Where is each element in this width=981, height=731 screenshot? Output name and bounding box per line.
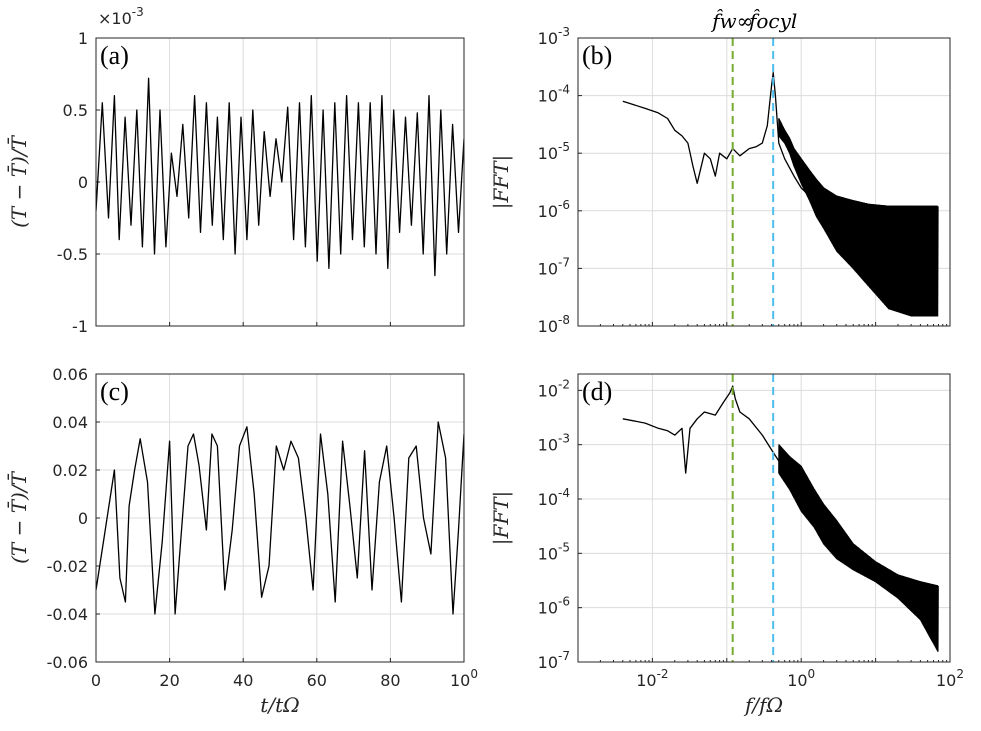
y-tick-label: 10-6 [538,198,570,221]
plot-area [622,72,939,317]
panel-d: 10-7 10-6 10-5 10-4 10-3 10-2 10-2 100 102 (d) |FF… [489,373,964,717]
plot-area [96,421,464,615]
axes-frame [577,373,951,663]
x-tick-label: 0 [91,671,101,690]
y-tick-label: 10-7 [538,255,570,278]
x-axis-label: t/tΩ [260,693,299,717]
x-tick-label: 40 [233,671,253,690]
panel-label: (d) [582,377,612,406]
panel-label: (b) [582,41,612,70]
y-tick-label: 10-4 [538,83,570,106]
y-tick-label: 10-3 [538,432,570,455]
fo-annotation: f̂ocyl [747,9,797,33]
x-tick-label: 102 [936,667,964,690]
y-axis-label: |FFT| [489,155,514,210]
axes-frame [95,37,465,327]
y-tick-label: 10-8 [538,313,570,336]
y-axis-label: (T − T̄)/T̄ [6,134,31,227]
axes-frame [577,37,951,327]
y-tick-label: 0.02 [52,461,88,480]
y-tick-label: -0.5 [57,245,88,264]
y-tick-label: 10-5 [538,540,570,563]
y-tick-label: 10-4 [538,486,570,509]
panel-b: 10-8 10-7 10-6 10-5 10-4 10-3 f̂w∞f̂ocyl (b) |FF… [489,9,951,336]
temperature-signal-line [96,421,464,615]
y-tick-label: 10-6 [538,595,570,618]
panel-label: (a) [100,41,129,70]
panel-a: -1 -0.5 0 0.5 1 ×10-3 (a) (T − T̄)/T̄ [6,5,465,336]
x-tick-label: 100 [787,667,815,690]
y-tick-label: 0.06 [52,365,88,384]
y-tick-label: 0 [78,173,88,192]
fw-annotation: f̂w∞ [710,9,753,33]
y-tick-label: -0.06 [47,653,88,672]
y-tick-label: -0.02 [47,557,88,576]
plot-area [96,77,464,277]
x-tick-label: 10-2 [636,667,668,690]
y-tick-label: 0 [78,509,88,528]
y-tick-label: 1 [78,29,88,48]
panel-c: -0.06 -0.04 -0.02 0 0.02 0.04 0.06 0 20 40 60 80 100… [6,365,478,717]
y-tick-label: 10-7 [538,649,570,672]
x-tick-label: 60 [307,671,327,690]
y-axis-label: (T − T̄)/T̄ [6,470,31,563]
y-tick-label: 0.5 [63,101,88,120]
x-tick-label: 20 [159,671,179,690]
y-tick-label: 10-5 [538,140,570,163]
x-axis-label: f/fΩ [743,693,783,717]
x-tick-label: 80 [380,671,400,690]
y-exponent-label: ×10-3 [98,5,144,28]
panel-label: (c) [100,377,129,406]
axes-frame [95,373,465,663]
y-tick-label: 10-3 [538,25,570,48]
y-tick-label: -0.04 [47,605,88,624]
y-tick-label: 0.04 [52,413,88,432]
fft-noise-band [778,444,939,652]
x-tick-label: 100 [450,667,478,690]
y-tick-label: 10-2 [538,377,570,400]
y-tick-label: -1 [72,317,88,336]
fft-spectrum-line [622,72,939,252]
fft-noise-band [778,118,939,317]
plot-area [622,385,939,652]
y-axis-label: |FFT| [489,491,514,546]
fft-spectrum-line [622,385,939,609]
temperature-signal-line [96,77,464,277]
